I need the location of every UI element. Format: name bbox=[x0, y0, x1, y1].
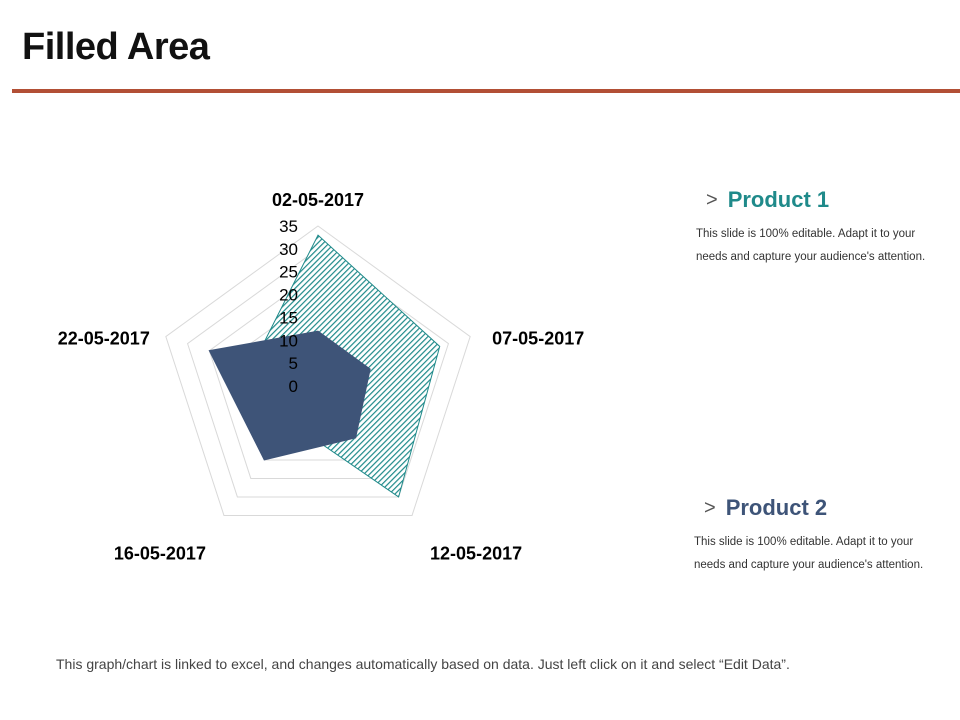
category-label: 16-05-2017 bbox=[114, 543, 206, 563]
radar-chart: 0 5 10 15 20 25 30 35 02-05-2017 07-05-2017 12-05… bbox=[58, 190, 584, 563]
category-label: 12-05-2017 bbox=[430, 543, 522, 563]
grid-ring bbox=[186, 248, 450, 498]
axis-tick-label: 20 bbox=[279, 286, 298, 305]
category-label: 22-05-2017 bbox=[58, 329, 150, 349]
legend-product-2-description: This slide is 100% editable. Adapt it to… bbox=[694, 536, 924, 571]
legend-product-2-name: Product 2 bbox=[725, 495, 828, 520]
legend-product-1-description: This slide is 100% editable. Adapt it to… bbox=[696, 228, 926, 263]
category-label: 02-05-2017 bbox=[272, 190, 364, 210]
axis-tick-label: 25 bbox=[279, 263, 298, 282]
slide-title: Filled Area bbox=[22, 26, 210, 68]
chevron-right-icon: > bbox=[704, 496, 716, 519]
axis-tick-label: 5 bbox=[289, 354, 298, 373]
chevron-right-icon: > bbox=[706, 188, 718, 211]
series-area-2 bbox=[208, 330, 371, 461]
legend-product-2: > Product 2 This slide is 100% editable.… bbox=[694, 495, 944, 577]
footer-note: This graph/chart is linked to excel, and… bbox=[56, 656, 790, 672]
category-label: 07-05-2017 bbox=[492, 329, 584, 349]
legend-product-1-name: Product 1 bbox=[727, 187, 830, 212]
legend-product-1: > Product 1 This slide is 100% editable.… bbox=[696, 187, 946, 269]
axis-tick-label: 35 bbox=[279, 217, 298, 236]
grid-ring bbox=[165, 225, 471, 516]
axis-tick-label: 10 bbox=[279, 331, 298, 350]
axis-tick-label: 30 bbox=[279, 240, 298, 259]
axis-tick-label: 0 bbox=[289, 377, 298, 396]
title-underline bbox=[12, 89, 960, 93]
axis-tick-label: 15 bbox=[279, 308, 298, 327]
